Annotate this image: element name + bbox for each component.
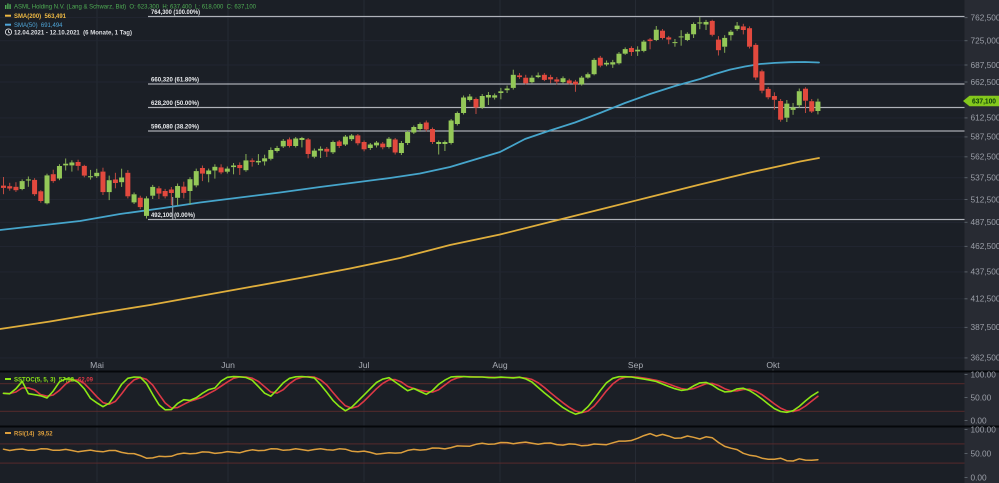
svg-text:SMA(200) 563,491: SMA(200) 563,491 [14, 13, 66, 20]
svg-text:562,500: 562,500 [971, 152, 999, 162]
svg-text:387,500: 387,500 [971, 322, 999, 332]
svg-text:Mai: Mai [90, 360, 104, 370]
svg-text:764,300 (100.00%): 764,300 (100.00%) [151, 9, 200, 16]
svg-text:637,100: 637,100 [972, 99, 996, 106]
svg-text:762,500: 762,500 [971, 12, 999, 22]
svg-text:Sep: Sep [628, 360, 644, 370]
svg-text:660,320 (61.80%): 660,320 (61.80%) [151, 77, 199, 84]
svg-text:Okt: Okt [766, 360, 780, 370]
svg-text:Aug: Aug [492, 360, 508, 370]
svg-text:537,500: 537,500 [971, 173, 999, 183]
svg-text:0.00: 0.00 [971, 472, 988, 482]
svg-text:SSTOC(5, 5, 3) 57,52: SSTOC(5, 5, 3) 57,52 [14, 376, 74, 383]
svg-text:725,000: 725,000 [971, 36, 999, 46]
svg-text:612,500: 612,500 [971, 113, 999, 123]
svg-text:662,500: 662,500 [971, 77, 999, 87]
svg-text:SMA(50) 691,494: SMA(50) 691,494 [14, 22, 63, 29]
svg-text:512,500: 512,500 [971, 194, 999, 204]
svg-text:462,500: 462,500 [971, 241, 999, 251]
svg-text:100.00: 100.00 [971, 369, 997, 379]
svg-text:100.00: 100.00 [971, 424, 997, 434]
svg-text:50.00: 50.00 [971, 392, 992, 402]
svg-text:12.04.2021 - 12.10.2021 (6 Mo: 12.04.2021 - 12.10.2021 (6 Monate, 1 Tag… [14, 30, 132, 37]
svg-text:Jun: Jun [221, 360, 235, 370]
svg-text:412,500: 412,500 [971, 294, 999, 304]
svg-text:687,500: 687,500 [971, 60, 999, 70]
svg-text:437,500: 437,500 [971, 267, 999, 277]
svg-text:50.00: 50.00 [971, 448, 992, 458]
svg-text:587,500: 587,500 [971, 132, 999, 142]
svg-text:RSI(14) 39,52: RSI(14) 39,52 [14, 430, 53, 437]
svg-text:596,080 (38.20%): 596,080 (38.20%) [151, 124, 199, 131]
svg-text:0.00: 0.00 [971, 415, 988, 425]
svg-text:362,500: 362,500 [971, 353, 999, 363]
svg-text:Jul: Jul [359, 360, 370, 370]
svg-text:487,500: 487,500 [971, 217, 999, 227]
svg-text:ASML Holding N.V. (Lang & Schw: ASML Holding N.V. (Lang & Schwarz, Bid) … [14, 3, 256, 10]
svg-text:628,200 (50.00%): 628,200 (50.00%) [151, 100, 199, 107]
svg-text:62,09: 62,09 [78, 376, 93, 383]
